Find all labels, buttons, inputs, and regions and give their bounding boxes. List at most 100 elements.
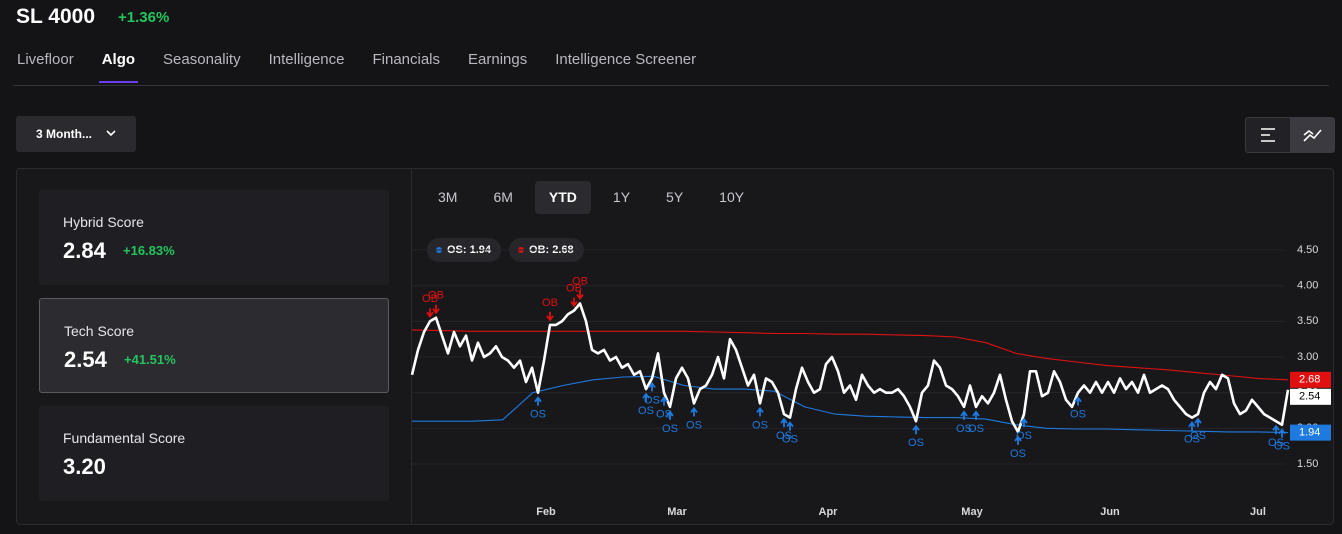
signal-label: OB bbox=[428, 290, 444, 302]
signal-label: OS bbox=[1010, 448, 1026, 460]
score-change: +16.83% bbox=[123, 243, 175, 258]
chevron bbox=[106, 130, 116, 137]
signal-label: OS bbox=[1070, 409, 1086, 421]
signal-label: OB bbox=[542, 297, 558, 309]
period-button[interactable]: 6M bbox=[493, 189, 513, 205]
signal-label: OS bbox=[1268, 437, 1284, 449]
y-tick-label: 4.50 bbox=[1297, 244, 1318, 256]
signal-arrow bbox=[1074, 396, 1082, 406]
score-label: Hybrid Score bbox=[63, 214, 144, 230]
signal-arrow bbox=[780, 417, 788, 428]
price-tag bbox=[1290, 388, 1331, 405]
tab[interactable]: Earnings bbox=[468, 51, 528, 68]
signal-label: OS bbox=[908, 437, 924, 449]
period-button[interactable]: 1Y bbox=[612, 189, 631, 205]
signal-label: OS bbox=[638, 405, 654, 417]
signal-label: OB bbox=[422, 293, 438, 305]
price-tag-label: 1.94 bbox=[1299, 427, 1320, 439]
signal-label: OS bbox=[1274, 441, 1290, 453]
signal-arrow bbox=[660, 396, 668, 406]
price-tag bbox=[1290, 371, 1331, 388]
score-card[interactable]: Tech Score 2.54 +41.51% bbox=[39, 298, 389, 393]
y-tick-label: 3.00 bbox=[1297, 351, 1318, 363]
signal-label: OS bbox=[530, 409, 546, 421]
toggle-icons bbox=[1261, 118, 1334, 152]
dropdown-label: 3 Month... bbox=[36, 127, 92, 141]
y-tick-label: 4.00 bbox=[1297, 280, 1318, 292]
x-tick-label: Mar bbox=[667, 506, 687, 518]
signal-arrow bbox=[570, 297, 578, 308]
signal-label: OS bbox=[956, 423, 972, 435]
x-tick-label: Jun bbox=[1100, 506, 1120, 518]
signal-label: OS bbox=[1016, 430, 1032, 442]
signal-arrow bbox=[534, 396, 542, 406]
signal-arrow bbox=[690, 406, 698, 417]
x-tick-label: Feb bbox=[536, 506, 556, 518]
period-button[interactable]: 3M bbox=[438, 189, 458, 205]
signal-label: OS bbox=[662, 423, 678, 435]
tab[interactable]: Intelligence bbox=[268, 51, 345, 68]
signal-label: OS bbox=[656, 409, 672, 421]
signal-label: OS bbox=[644, 394, 660, 406]
score-card[interactable]: Fundamental Score 3.20 bbox=[39, 406, 389, 501]
signal-label: OS bbox=[1184, 434, 1200, 446]
signal-arrow bbox=[1272, 424, 1280, 435]
price-line bbox=[410, 302, 1290, 434]
signal-arrow bbox=[648, 381, 656, 392]
price-tag bbox=[1290, 424, 1331, 441]
period-button[interactable]: YTD bbox=[534, 181, 591, 214]
signal-label: OB bbox=[566, 283, 582, 295]
tab[interactable]: Algo bbox=[98, 51, 139, 83]
signal-label: OB bbox=[572, 275, 588, 287]
period-button[interactable]: 10Y bbox=[719, 189, 745, 205]
signal-label: OS bbox=[686, 419, 702, 431]
signal-arrow bbox=[1014, 435, 1022, 445]
signal-arrow bbox=[912, 424, 920, 435]
score-value: 3.20 bbox=[63, 454, 106, 479]
tab[interactable]: Intelligence Screener bbox=[555, 51, 697, 68]
x-tick-label: Apr bbox=[819, 506, 839, 518]
signal-label: OS bbox=[968, 423, 984, 435]
signal-arrow bbox=[642, 392, 650, 403]
tab-rule bbox=[13, 85, 1329, 86]
panel-divider bbox=[411, 169, 412, 524]
score-value: 2.84 bbox=[63, 238, 106, 263]
score-label: Tech Score bbox=[64, 323, 135, 339]
signal-arrow bbox=[1194, 417, 1202, 428]
tab[interactable]: Seasonality bbox=[163, 51, 241, 68]
price-tag-label: 2.68 bbox=[1299, 374, 1320, 386]
tab[interactable]: Financials bbox=[372, 51, 441, 68]
signal-arrow bbox=[972, 410, 980, 420]
period-buttons: 3M 6M YTD 1Y 5Y 10Y bbox=[424, 181, 758, 214]
x-tick-label: Jul bbox=[1250, 506, 1266, 518]
signal-arrow bbox=[576, 290, 584, 300]
ticker-title: SL 4000 bbox=[16, 5, 96, 28]
score-label: Fundamental Score bbox=[63, 430, 186, 446]
range-dropdown[interactable]: 3 Month... bbox=[16, 116, 136, 152]
band-line bbox=[412, 375, 1289, 434]
view-toggle[interactable] bbox=[1245, 117, 1335, 153]
y-tick-label: 1.50 bbox=[1297, 458, 1318, 470]
score-card[interactable]: Hybrid Score 2.84 +16.83% bbox=[39, 190, 389, 285]
signal-label: OS bbox=[782, 434, 798, 446]
x-tick-label: May bbox=[961, 506, 983, 518]
score-value: 2.54 bbox=[64, 347, 107, 372]
signal-arrow bbox=[546, 311, 554, 322]
signal-arrow bbox=[756, 406, 764, 417]
signal-arrow bbox=[960, 410, 968, 420]
signal-arrow bbox=[786, 421, 794, 431]
ticker-change: +1.36% bbox=[118, 9, 170, 26]
tab[interactable]: Livefloor bbox=[17, 51, 74, 68]
signal-arrow bbox=[666, 410, 674, 420]
signal-label: OS bbox=[1190, 430, 1206, 442]
score-change: +41.51% bbox=[124, 352, 176, 367]
signal-arrow bbox=[432, 304, 440, 315]
signal-label: OS bbox=[752, 419, 768, 431]
price-tag-label: 2.54 bbox=[1299, 391, 1320, 403]
signal-arrow bbox=[1020, 417, 1028, 428]
band-line bbox=[411, 329, 1289, 381]
period-button[interactable]: 5Y bbox=[666, 189, 684, 205]
signal-arrow bbox=[1188, 421, 1196, 431]
